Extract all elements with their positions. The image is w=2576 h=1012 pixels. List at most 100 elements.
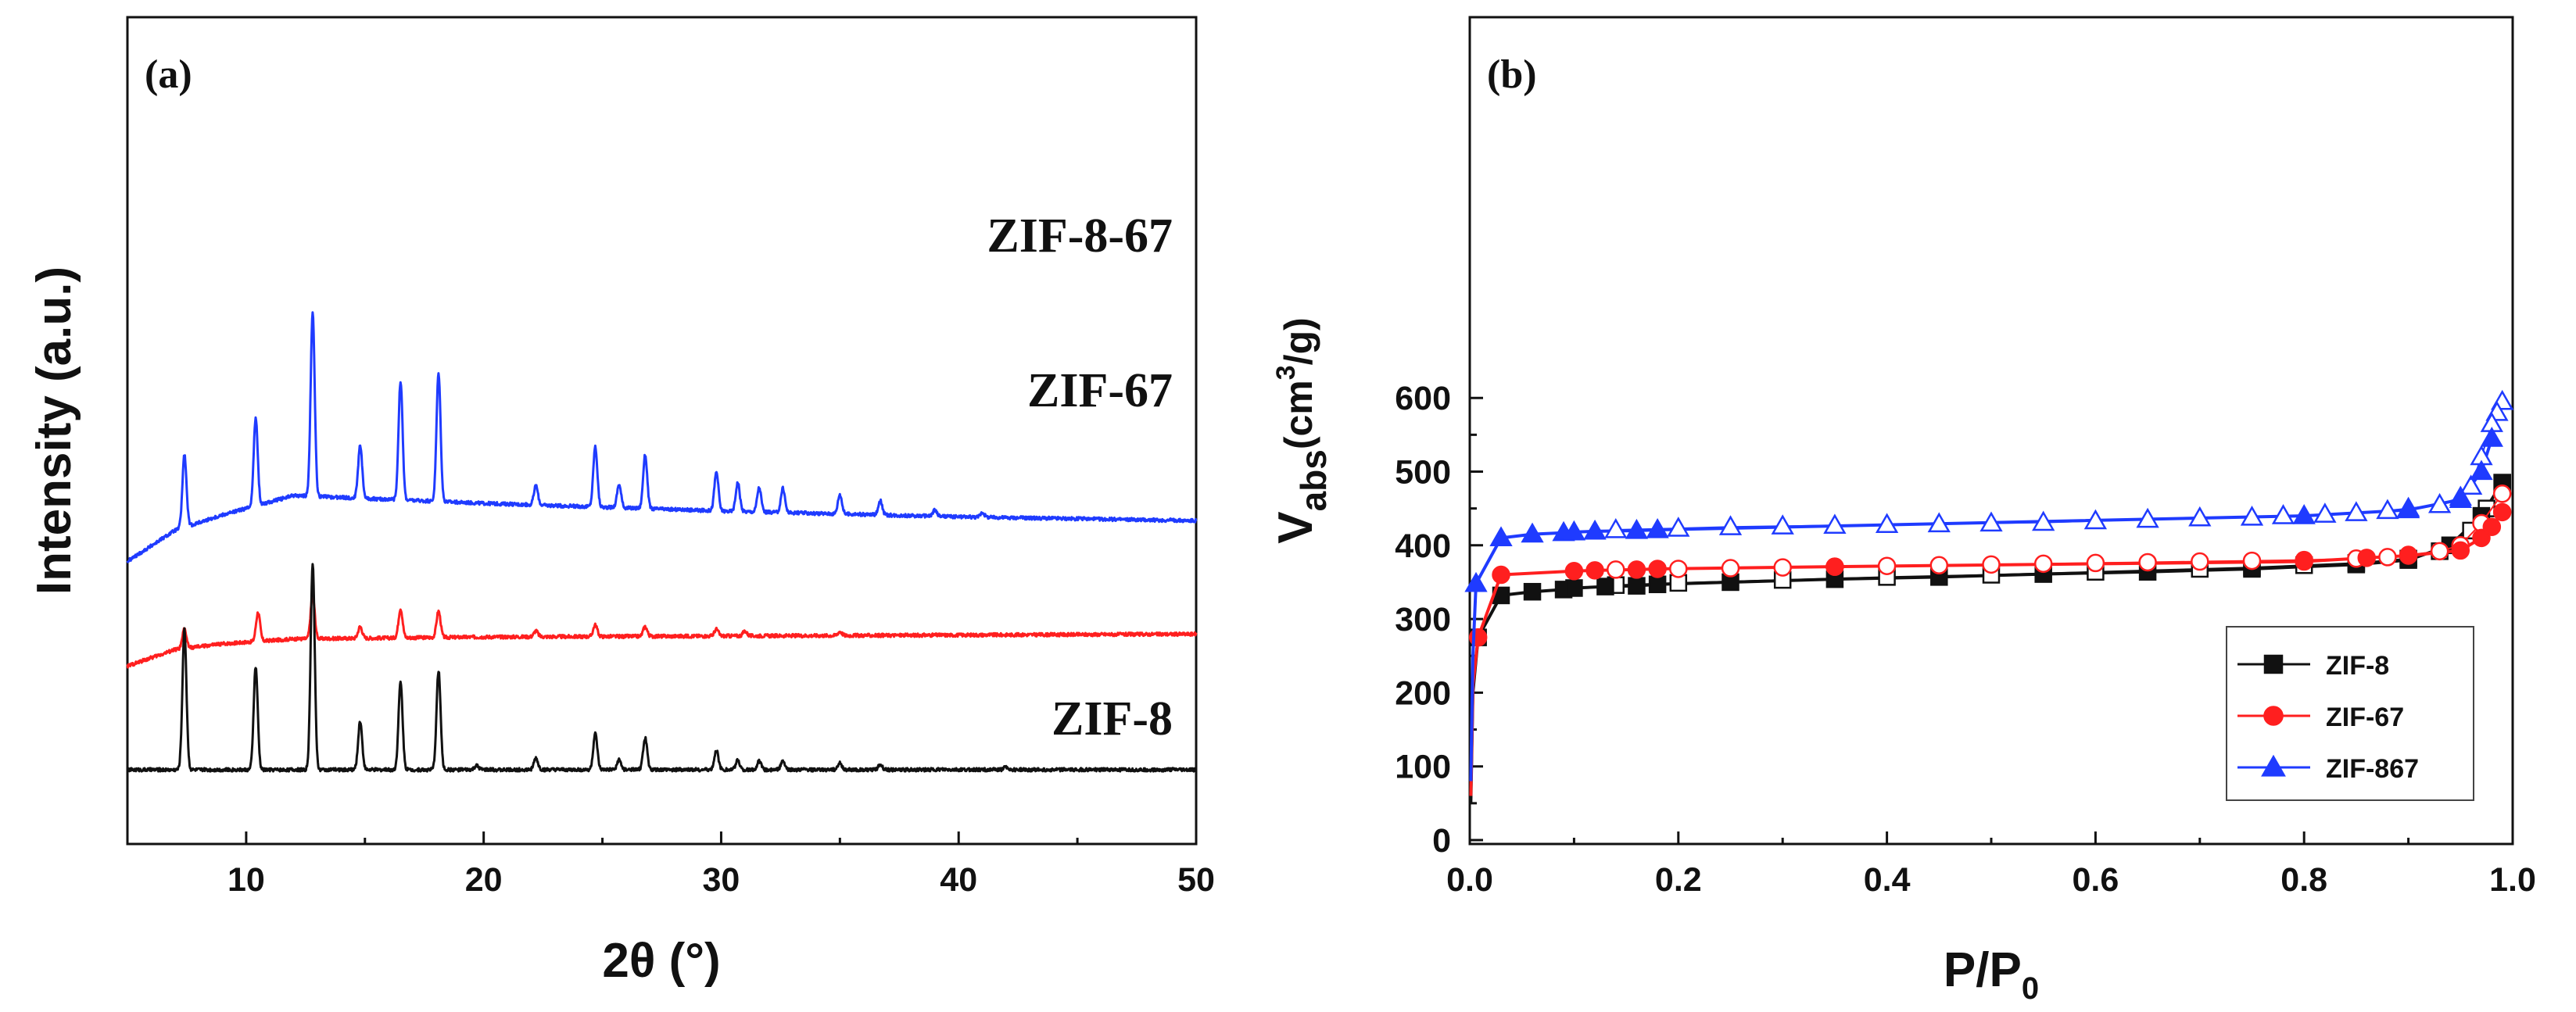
desorption-point-zif-867 bbox=[2240, 505, 2264, 526]
y-title-unit-a: (cm bbox=[1277, 380, 1320, 449]
adsorption-point-zif-8 bbox=[1628, 577, 1646, 595]
legend-label-zif-8: ZIF-8 bbox=[2326, 651, 2389, 681]
desorption-point-zif-67 bbox=[2378, 548, 2397, 567]
desorption-point-zif-67 bbox=[1721, 559, 1740, 578]
adsorption-point-zif-867 bbox=[1489, 526, 1513, 546]
desorption-point-zif-67 bbox=[2492, 485, 2512, 503]
x-title-sub: 0 bbox=[2022, 971, 2039, 1006]
panel-b-series bbox=[1464, 389, 2514, 803]
panel-b-x-tick-label: 0.0 bbox=[1446, 861, 1493, 899]
panel-b-y-tick-label: 100 bbox=[1395, 749, 1451, 786]
adsorption-point-zif-867 bbox=[2292, 504, 2316, 524]
adsorption-point-zif-8 bbox=[1648, 575, 1667, 594]
adsorption-point-zif-8 bbox=[1523, 582, 1542, 601]
adsorption-point-zif-67 bbox=[2472, 528, 2491, 548]
desorption-point-zif-67 bbox=[1773, 558, 1792, 577]
adsorption-point-zif-867 bbox=[2396, 498, 2420, 519]
panel-a-x-ticks: 10 20 30 40 50 bbox=[126, 831, 1215, 899]
desorption-point-zif-867 bbox=[2188, 506, 2212, 527]
panel-b-y-tick-label: 0 bbox=[1432, 822, 1451, 860]
legend-marker-zif-8 bbox=[2263, 654, 2284, 674]
desorption-point-zif-867 bbox=[2427, 492, 2452, 513]
desorption-point-zif-867 bbox=[2136, 507, 2159, 528]
adsorption-point-zif-867 bbox=[2480, 427, 2503, 447]
panel-a-x-tick-label: 10 bbox=[228, 861, 265, 899]
desorption-point-zif-67 bbox=[2242, 551, 2262, 570]
desorption-point-zif-867 bbox=[2376, 499, 2399, 520]
adsorption-point-zif-67 bbox=[1627, 560, 1646, 579]
panel-b-x-tick-label: 1.0 bbox=[2489, 861, 2536, 899]
panel-a-x-axis-title: 2θ (°) bbox=[602, 934, 720, 988]
adsorption-point-zif-867 bbox=[1625, 518, 1649, 539]
desorption-point-zif-67 bbox=[2033, 554, 2053, 574]
xrd-line-zif-67 bbox=[126, 593, 1198, 669]
desorption-point-zif-67 bbox=[1877, 556, 1897, 575]
y-title-sub: abs bbox=[1293, 449, 1334, 511]
adsorption-point-zif-67 bbox=[2357, 549, 2376, 567]
legend-marker-zif-67 bbox=[2263, 706, 2284, 726]
panel-b-y-ticks: 0 100 200 300 400 500 600 bbox=[1395, 380, 1483, 860]
adsorption-point-zif-867 bbox=[2449, 488, 2472, 508]
y-title-unit-b: /g) bbox=[1277, 317, 1320, 365]
panel-b-y-axis-title: Vabs(cm3/g) bbox=[1269, 317, 1334, 544]
adsorption-point-zif-8 bbox=[1596, 578, 1614, 595]
desorption-point-zif-67 bbox=[2086, 553, 2105, 573]
desorption-point-zif-67 bbox=[1982, 555, 2001, 574]
xrd-line-zif-8-67 bbox=[126, 311, 1198, 563]
desorption-point-zif-867 bbox=[1604, 517, 1628, 538]
desorption-point-zif-867 bbox=[2032, 510, 2055, 531]
panel-b-y-tick-label: 400 bbox=[1395, 527, 1451, 565]
adsorption-point-zif-67 bbox=[1492, 565, 1510, 585]
adsorption-point-zif-67 bbox=[2451, 541, 2470, 560]
adsorption-point-zif-867 bbox=[1521, 522, 1544, 543]
desorption-point-zif-867 bbox=[2083, 509, 2108, 530]
adsorption-point-zif-867 bbox=[1583, 519, 1607, 540]
x-title-main: P/P bbox=[1944, 943, 2022, 997]
adsorption-point-zif-67 bbox=[2482, 517, 2502, 536]
panel-b-y-tick-label: 600 bbox=[1395, 380, 1451, 417]
desorption-point-zif-67 bbox=[2191, 552, 2209, 571]
desorption-line-zif-8 bbox=[1615, 482, 2503, 586]
adsorption-point-zif-67 bbox=[2295, 552, 2313, 571]
panel-b-legend: ZIF-8 ZIF-67 ZIF-867 bbox=[2226, 626, 2474, 801]
panel-a-x-tick-label: 20 bbox=[465, 861, 503, 899]
panel-a-frame bbox=[126, 16, 1198, 846]
xrd-line-zif-8 bbox=[126, 563, 1198, 773]
desorption-point-zif-867 bbox=[1979, 511, 2003, 532]
panel-a-y-axis-title: Intensity (a.u.) bbox=[27, 266, 81, 595]
adsorption-point-zif-867 bbox=[1464, 571, 1488, 592]
panel-b-x-tick-label: 0.2 bbox=[1655, 861, 1702, 899]
panel-b-isotherm-chart: 0.0 0.2 0.4 0.6 0.8 1.0 0 100 200 300 400 500 600 (… bbox=[1269, 16, 2536, 1006]
y-title-main: V bbox=[1269, 511, 1323, 543]
panel-a-x-tick-label: 40 bbox=[940, 861, 977, 899]
panel-b-y-tick-label: 200 bbox=[1395, 674, 1451, 712]
desorption-point-zif-67 bbox=[2430, 542, 2449, 561]
desorption-point-zif-867 bbox=[1771, 514, 1794, 535]
desorption-point-zif-867 bbox=[1927, 512, 1951, 533]
panel-b-x-axis-title: P/P0 bbox=[1944, 943, 2039, 1006]
panel-a-x-tick-label: 50 bbox=[1177, 861, 1215, 899]
adsorption-point-zif-867 bbox=[2470, 460, 2493, 481]
panel-b-x-ticks: 0.0 0.2 0.4 0.6 0.8 1.0 bbox=[1446, 831, 2536, 899]
desorption-point-zif-867 bbox=[2271, 504, 2295, 524]
panel-b-x-tick-label: 0.6 bbox=[2073, 861, 2119, 899]
adsorption-point-zif-67 bbox=[1564, 562, 1584, 581]
series-label-zif-8-67: ZIF-8-67 bbox=[987, 209, 1173, 263]
adsorption-point-zif-8 bbox=[1565, 579, 1583, 597]
desorption-point-zif-67 bbox=[1669, 560, 1688, 578]
panel-b-y-tick-label: 300 bbox=[1395, 601, 1451, 638]
panel-b-y-tick-label: 500 bbox=[1395, 454, 1451, 492]
panel-b-label: (b) bbox=[1487, 52, 1537, 97]
legend-label-zif-67: ZIF-67 bbox=[2326, 703, 2404, 732]
legend-label-zif-867: ZIF-867 bbox=[2326, 754, 2419, 784]
adsorption-point-zif-67 bbox=[2492, 502, 2512, 522]
adsorption-point-zif-867 bbox=[1646, 517, 1669, 538]
desorption-point-zif-867 bbox=[1718, 515, 1743, 535]
desorption-point-zif-867 bbox=[1667, 517, 1690, 537]
panel-a-label: (a) bbox=[145, 52, 192, 97]
desorption-point-zif-67 bbox=[2138, 552, 2157, 572]
adsorption-point-zif-67 bbox=[2399, 546, 2418, 565]
adsorption-point-zif-867 bbox=[1562, 520, 1586, 541]
legend-marker-zif-867 bbox=[2261, 754, 2286, 777]
